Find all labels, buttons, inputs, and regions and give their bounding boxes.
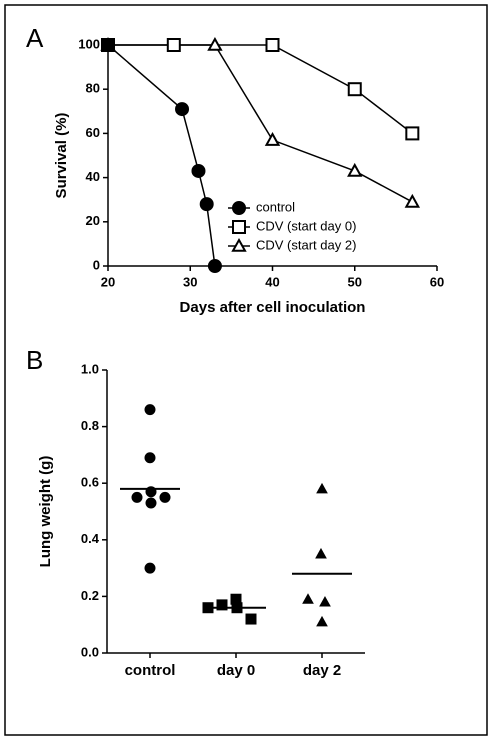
legend-marker [231, 237, 247, 252]
marker [347, 162, 363, 177]
series-line [108, 44, 413, 203]
marker [302, 593, 314, 604]
marker [159, 491, 171, 503]
x-tick-label: 40 [265, 274, 279, 289]
panel-label: B [26, 345, 43, 375]
legend-marker [232, 201, 246, 215]
marker [319, 596, 331, 607]
legend-label: CDV (start day 2) [256, 237, 356, 252]
y-tick-label: 0.8 [81, 418, 99, 433]
x-tick-label: day 2 [303, 662, 341, 679]
marker [166, 38, 181, 52]
x-tick-label: day 0 [217, 662, 255, 679]
y-tick-label: 0.6 [81, 475, 99, 490]
marker [315, 547, 327, 559]
legend-label: control [256, 199, 295, 214]
marker [316, 482, 328, 494]
x-axis-title: Days after cell inoculation [180, 299, 366, 316]
marker [144, 404, 156, 416]
marker [404, 193, 421, 208]
frame [4, 4, 488, 736]
series-line [107, 44, 216, 267]
marker [265, 38, 280, 52]
marker [245, 613, 257, 625]
y-tick-label: 0.2 [81, 588, 99, 603]
x-tick-label: 50 [348, 274, 362, 289]
panel-label: A [26, 23, 44, 53]
legend-label: CDV (start day 0) [256, 218, 356, 233]
marker [144, 562, 156, 574]
marker [207, 259, 222, 273]
marker [199, 197, 214, 212]
marker [175, 102, 190, 117]
y-tick-label: 60 [86, 125, 100, 140]
y-tick-label: 0.0 [81, 644, 99, 659]
y-tick-label: 80 [86, 81, 100, 96]
y-tick-label: 100 [78, 36, 100, 51]
x-tick-label: control [125, 662, 176, 679]
y-tick-label: 0.4 [81, 531, 100, 546]
marker [405, 126, 420, 141]
x-tick-label: 30 [183, 274, 197, 289]
marker [347, 82, 362, 97]
y-tick-label: 0 [93, 257, 100, 272]
marker [191, 163, 206, 178]
y-axis-title: Lung weight (g) [37, 456, 54, 568]
y-tick-label: 1.0 [81, 361, 99, 376]
x-tick-label: 60 [430, 274, 444, 289]
marker [264, 131, 281, 146]
x-tick-label: 20 [101, 274, 115, 289]
marker [207, 36, 223, 51]
marker [316, 615, 328, 627]
marker [144, 452, 156, 464]
legend-marker [232, 220, 246, 234]
y-tick-label: 20 [86, 213, 100, 228]
marker [101, 38, 115, 52]
y-tick-label: 40 [86, 169, 100, 184]
marker [216, 599, 228, 611]
marker [131, 491, 143, 503]
y-axis-title: Survival (%) [53, 113, 70, 199]
marker [145, 497, 157, 509]
